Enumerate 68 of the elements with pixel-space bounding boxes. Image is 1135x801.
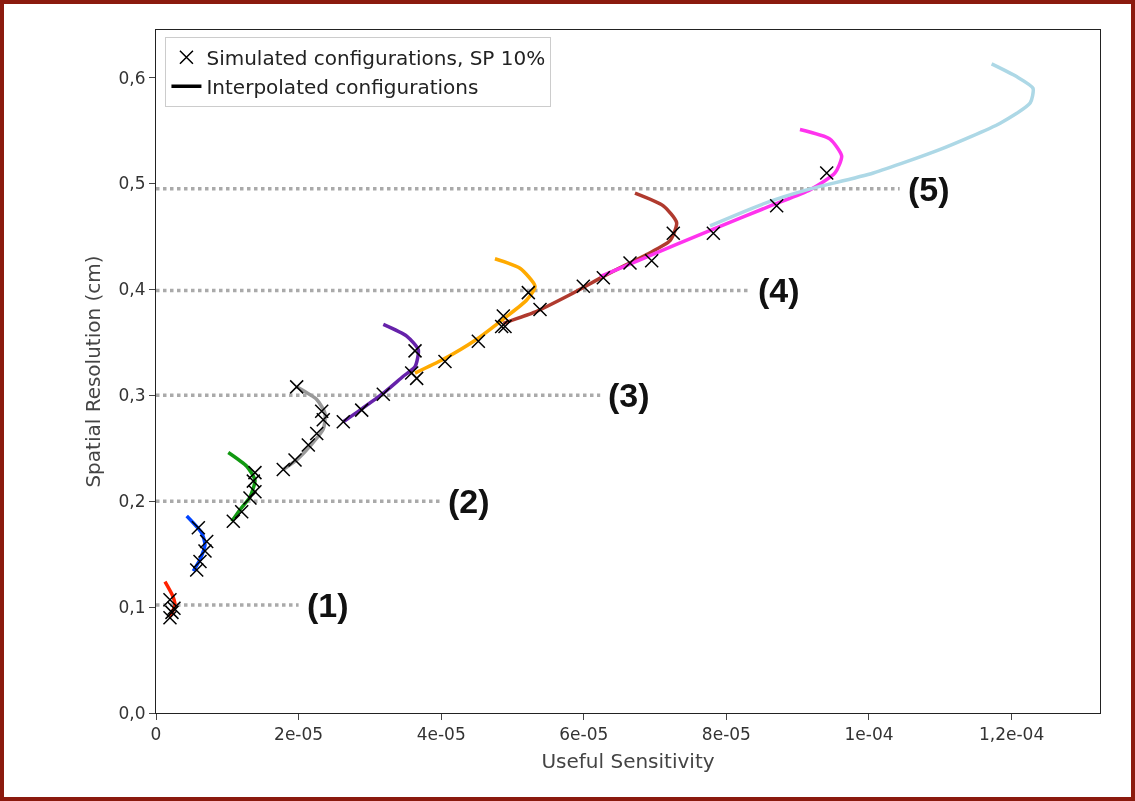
y-tick-label: 0,1 bbox=[118, 597, 146, 618]
point bbox=[706, 226, 721, 241]
x-tick-label: 2e-05 bbox=[274, 724, 324, 745]
x-tick-label: 4e-05 bbox=[416, 724, 466, 745]
point bbox=[496, 308, 511, 324]
point bbox=[301, 437, 316, 453]
point bbox=[471, 334, 486, 349]
point bbox=[316, 412, 331, 427]
point bbox=[622, 255, 638, 271]
point bbox=[336, 414, 351, 430]
annotation: (2) bbox=[448, 482, 490, 520]
point bbox=[644, 253, 659, 269]
x-tick-label: 1e-04 bbox=[844, 724, 894, 745]
annotation: (5) bbox=[908, 170, 950, 208]
y-tick-label: 0,4 bbox=[118, 279, 146, 300]
point bbox=[162, 610, 178, 625]
point bbox=[576, 279, 591, 294]
x-axis-title: Useful Sensitivity bbox=[541, 748, 715, 773]
point bbox=[192, 554, 208, 569]
legend-label: Interpolated configurations bbox=[206, 75, 479, 100]
point bbox=[189, 562, 204, 578]
point bbox=[242, 490, 258, 506]
point bbox=[166, 600, 182, 616]
point bbox=[532, 302, 548, 317]
point bbox=[226, 514, 241, 529]
point bbox=[354, 402, 369, 418]
point bbox=[596, 270, 611, 286]
annotation: (1) bbox=[307, 586, 349, 624]
y-tick-label: 0,0 bbox=[118, 702, 146, 723]
line-series bbox=[413, 256, 537, 375]
point bbox=[164, 605, 180, 620]
point bbox=[819, 165, 834, 181]
point bbox=[289, 379, 304, 395]
point bbox=[437, 354, 453, 369]
line-series bbox=[708, 62, 1035, 228]
point bbox=[404, 365, 419, 381]
annotation: (4) bbox=[758, 271, 800, 309]
point bbox=[521, 285, 536, 300]
point bbox=[314, 403, 329, 419]
point bbox=[247, 465, 263, 480]
point bbox=[769, 198, 784, 214]
y-tick-label: 0,5 bbox=[118, 173, 146, 194]
point bbox=[287, 452, 303, 468]
point bbox=[494, 319, 509, 334]
y-tick-label: 0,6 bbox=[118, 67, 146, 88]
y-tick-label: 0,2 bbox=[118, 491, 146, 512]
y-tick-label: 0,3 bbox=[118, 385, 146, 406]
point bbox=[162, 592, 178, 607]
legend-label: Simulated configurations, SP 10% bbox=[206, 46, 546, 71]
point bbox=[276, 462, 291, 477]
x-tick-label: 0 bbox=[150, 724, 162, 745]
point bbox=[234, 504, 249, 520]
point bbox=[407, 343, 423, 359]
point bbox=[409, 371, 424, 386]
x-tick-label: 6e-05 bbox=[559, 724, 609, 745]
point bbox=[197, 543, 213, 559]
x-tick-label: 1,2e-04 bbox=[978, 724, 1045, 745]
point bbox=[666, 226, 681, 241]
point bbox=[497, 319, 513, 334]
point bbox=[309, 426, 324, 441]
point bbox=[199, 534, 214, 549]
y-axis-title: Spatial Resolution (cm) bbox=[81, 255, 106, 488]
point bbox=[247, 484, 263, 499]
point bbox=[246, 473, 261, 489]
annotation: (3) bbox=[608, 376, 650, 414]
point bbox=[376, 387, 391, 402]
point bbox=[191, 520, 206, 535]
x-tick-label: 8e-05 bbox=[701, 724, 751, 745]
